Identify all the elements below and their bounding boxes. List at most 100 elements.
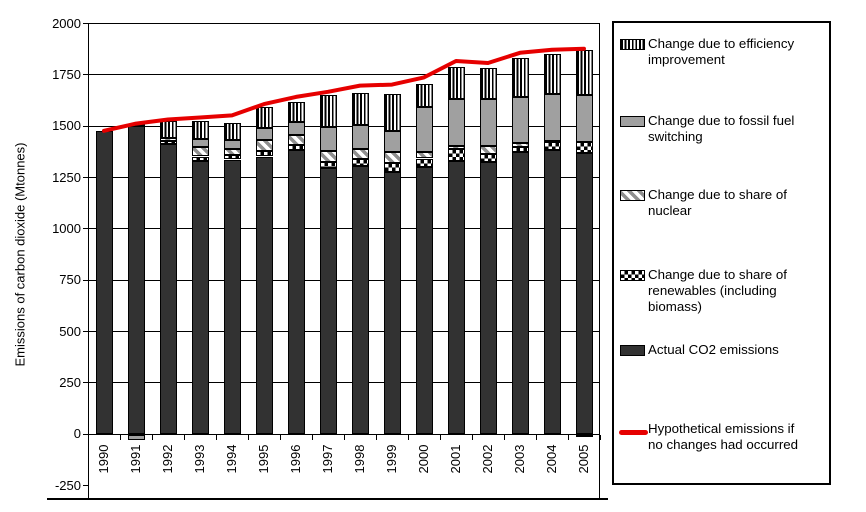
bar-2005-efficiency bbox=[575, 49, 593, 95]
x-axis-label: 1996 bbox=[288, 444, 303, 474]
nuclear-swatch-icon bbox=[620, 190, 645, 201]
bar-1994-efficiency bbox=[223, 122, 241, 141]
x-axis-tickmark bbox=[120, 435, 121, 441]
x-axis-tickmark bbox=[504, 435, 505, 441]
gridline bbox=[89, 228, 600, 230]
bar-1997-renewables bbox=[319, 161, 337, 168]
x-axis-tickmark bbox=[536, 435, 537, 441]
legend-label: Hypothetical emissions if no changes had… bbox=[648, 421, 799, 452]
bar-1993-renewables bbox=[191, 156, 209, 161]
x-axis-label: 1994 bbox=[224, 444, 239, 474]
bar-2004-actual bbox=[543, 150, 561, 434]
x-axis-tickmark bbox=[472, 435, 473, 441]
bar-1990-actual bbox=[95, 130, 113, 434]
bar-1993-actual bbox=[191, 160, 209, 434]
x-axis-tickmark bbox=[312, 435, 313, 441]
bar-1991-actual bbox=[127, 125, 145, 434]
y-axis-tick-label: 0 bbox=[73, 426, 81, 442]
plot-area bbox=[88, 23, 600, 499]
y-axis-title: Emissions of carbon dioxide (Mtonnes) bbox=[12, 142, 28, 367]
x-axis-tickmark bbox=[600, 435, 601, 441]
x-axis-tickmark bbox=[440, 435, 441, 441]
x-axis-tickmark bbox=[152, 435, 153, 441]
x-axis-label: 2000 bbox=[416, 444, 431, 474]
bar-2005-fossil bbox=[575, 94, 593, 143]
bar-2002-nuclear bbox=[479, 146, 497, 155]
legend-label: Change due to efficiency improvement bbox=[648, 36, 795, 67]
bar-2001-nuclear bbox=[447, 146, 465, 150]
bar-1991-efficiency bbox=[127, 123, 145, 126]
chart-baseline bbox=[47, 498, 608, 500]
bar-2005-nuclear bbox=[575, 434, 593, 437]
bar-2004-efficiency bbox=[543, 53, 561, 94]
bar-1996-fossil bbox=[287, 121, 305, 135]
y-axis-tickmark bbox=[83, 228, 88, 230]
bar-2000-fossil bbox=[415, 106, 433, 152]
bar-1993-efficiency bbox=[191, 120, 209, 139]
x-axis-label: 1990 bbox=[96, 444, 111, 474]
x-axis-tickmark bbox=[568, 435, 569, 441]
legend-label: Actual CO2 emissions bbox=[648, 342, 779, 357]
y-axis-tick-label: 1750 bbox=[52, 66, 81, 82]
y-axis-tick-label: 500 bbox=[59, 323, 81, 339]
bar-2000-efficiency bbox=[415, 84, 433, 107]
x-axis-tickmark bbox=[376, 435, 377, 441]
x-axis-label: 1999 bbox=[384, 444, 399, 474]
y-axis-tickmark bbox=[83, 279, 88, 281]
bar-1994-actual bbox=[223, 159, 241, 434]
renewables-swatch-icon bbox=[620, 270, 645, 281]
x-axis-tickmark bbox=[184, 435, 185, 441]
fossil-fuel-swatch-icon bbox=[620, 116, 645, 127]
gridline bbox=[89, 279, 600, 281]
bar-1992-actual bbox=[159, 144, 177, 434]
gridline bbox=[89, 382, 600, 384]
bar-1997-efficiency bbox=[319, 94, 337, 127]
bar-1993-nuclear bbox=[191, 147, 209, 157]
x-axis-label: 2005 bbox=[576, 444, 591, 474]
y-axis-tick-label: 1250 bbox=[52, 169, 81, 185]
efficiency-swatch-icon bbox=[620, 39, 645, 50]
bar-2001-renewables bbox=[447, 149, 465, 161]
bar-1997-fossil bbox=[319, 126, 337, 152]
x-axis-tickmark bbox=[280, 435, 281, 441]
bar-1994-renewables bbox=[223, 155, 241, 160]
bar-2004-fossil bbox=[543, 93, 561, 141]
bar-1996-renewables bbox=[287, 145, 305, 151]
bar-1996-nuclear bbox=[287, 134, 305, 146]
x-axis-label: 1997 bbox=[320, 444, 335, 474]
y-axis-tickmark bbox=[83, 74, 88, 76]
bar-2003-nuclear bbox=[511, 143, 529, 148]
bar-2003-efficiency bbox=[511, 57, 529, 97]
bar-2002-fossil bbox=[479, 99, 497, 147]
x-axis-label: 2004 bbox=[544, 444, 559, 474]
bar-2003-fossil bbox=[511, 96, 529, 144]
y-axis-tick-label: 750 bbox=[59, 272, 81, 288]
red-line-swatch-icon bbox=[619, 430, 648, 435]
bar-2000-renewables bbox=[415, 158, 433, 167]
zero-axis-line bbox=[88, 433, 600, 436]
bar-1999-renewables bbox=[383, 162, 401, 172]
y-axis-tickmark bbox=[83, 485, 88, 486]
y-axis-tick-label: 1000 bbox=[52, 220, 81, 236]
bar-1995-fossil bbox=[255, 127, 273, 140]
x-axis-label: 1998 bbox=[352, 444, 367, 474]
bar-1998-fossil bbox=[351, 125, 369, 150]
bar-2001-fossil bbox=[447, 99, 465, 147]
gridline bbox=[89, 177, 600, 178]
x-axis-tickmark bbox=[216, 435, 217, 441]
bar-1996-actual bbox=[287, 150, 305, 434]
bar-1999-actual bbox=[383, 171, 401, 434]
bar-1995-renewables bbox=[255, 151, 273, 157]
x-axis-tickmark bbox=[248, 435, 249, 441]
bar-1993-fossil bbox=[191, 139, 209, 148]
y-axis-tickmark bbox=[83, 433, 88, 435]
bar-2001-actual bbox=[447, 160, 465, 434]
bar-1999-fossil bbox=[383, 130, 401, 153]
y-axis-tick-label: 250 bbox=[59, 374, 81, 390]
bar-1997-nuclear bbox=[319, 151, 337, 162]
bar-2002-efficiency bbox=[479, 68, 497, 99]
bar-1998-renewables bbox=[351, 159, 369, 166]
bar-1992-efficiency bbox=[159, 120, 177, 138]
x-axis-label: 2001 bbox=[448, 444, 463, 474]
